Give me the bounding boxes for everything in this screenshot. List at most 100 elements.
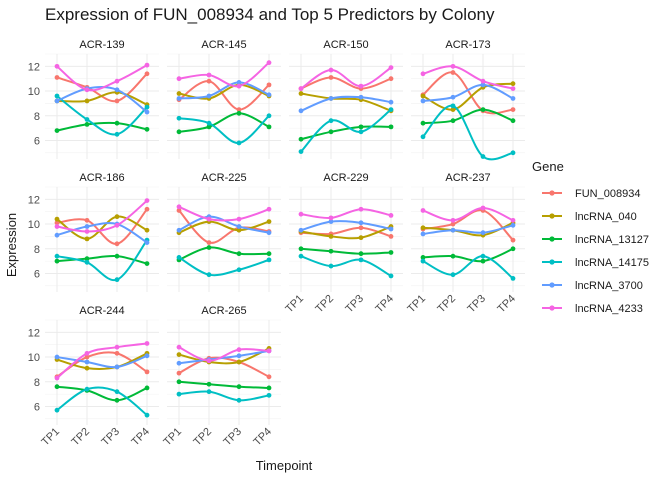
data-point	[328, 234, 334, 239]
data-point	[298, 211, 304, 217]
data-point	[176, 379, 182, 385]
data-point	[420, 134, 426, 140]
data-point	[176, 129, 182, 135]
legend-label: lncRNA_13127	[575, 234, 649, 246]
data-point	[480, 253, 486, 259]
data-point	[114, 344, 120, 350]
data-point	[114, 241, 120, 247]
data-point	[206, 245, 212, 250]
data-point	[54, 220, 60, 226]
data-point	[176, 391, 182, 397]
data-point	[176, 115, 182, 121]
data-point	[510, 86, 516, 91]
data-point	[236, 251, 242, 257]
data-point	[54, 63, 60, 69]
series-line	[178, 346, 270, 362]
data-point	[420, 98, 426, 104]
data-point	[206, 389, 212, 395]
series-line	[56, 386, 148, 416]
data-point	[298, 149, 304, 154]
data-point	[388, 76, 394, 82]
data-point	[206, 93, 212, 99]
data-point	[266, 230, 272, 236]
series-line	[56, 208, 148, 245]
facet-panel: ACR-139 6 8 10 12	[28, 39, 159, 159]
data-point	[420, 255, 426, 260]
x-tick-label: TP1	[39, 426, 62, 449]
data-point	[450, 103, 456, 109]
data-point	[358, 94, 364, 100]
data-point	[358, 225, 364, 231]
data-point	[54, 216, 60, 222]
series-line	[300, 225, 392, 240]
data-point	[328, 248, 334, 254]
data-point	[54, 128, 60, 133]
data-point	[84, 224, 90, 229]
data-point	[54, 354, 60, 360]
panel-strip-label: ACR-244	[79, 305, 124, 317]
data-point	[236, 216, 242, 222]
legend-key-point	[549, 213, 555, 219]
legend-label: lncRNA_3700	[575, 280, 643, 292]
x-axis-label: Timepoint	[256, 458, 313, 473]
panel-strip-label: ACR-139	[79, 39, 124, 51]
data-point	[266, 113, 272, 119]
series-line	[56, 91, 148, 106]
data-point	[510, 107, 516, 112]
data-point	[266, 206, 272, 212]
data-point	[266, 374, 272, 380]
data-point	[236, 110, 242, 116]
data-point	[266, 392, 272, 398]
legend-label: FUN_008934	[575, 188, 640, 200]
data-point	[84, 354, 90, 360]
data-point	[54, 384, 60, 390]
legend-key-point	[549, 259, 555, 265]
data-point	[298, 91, 304, 96]
data-point	[480, 258, 486, 264]
data-point	[388, 226, 394, 232]
data-point	[236, 359, 242, 365]
data-point	[328, 129, 334, 135]
data-point	[236, 384, 242, 390]
data-point	[298, 253, 304, 259]
data-point	[510, 118, 516, 124]
series-line	[300, 125, 392, 141]
data-point	[236, 80, 242, 85]
series-line	[178, 246, 270, 261]
data-point	[480, 107, 486, 112]
data-point	[236, 347, 242, 353]
data-point	[114, 277, 120, 283]
x-tick-label: TP4	[129, 426, 152, 449]
y-tick-label: 12	[28, 327, 40, 339]
data-point	[114, 120, 120, 126]
data-point	[236, 267, 242, 273]
data-point	[358, 129, 364, 135]
data-point	[144, 109, 150, 115]
data-point	[420, 93, 426, 99]
data-point	[236, 397, 242, 403]
series-line	[56, 222, 148, 244]
data-point	[206, 240, 212, 245]
legend-label: lncRNA_4233	[575, 303, 643, 315]
series-line	[178, 61, 270, 88]
data-point	[450, 253, 456, 259]
data-point	[358, 83, 364, 89]
data-point	[84, 256, 90, 262]
legend-label: lncRNA_040	[575, 211, 637, 223]
data-point	[176, 255, 182, 260]
data-point	[450, 227, 456, 233]
data-point	[206, 216, 212, 222]
data-point	[266, 257, 272, 263]
data-point	[54, 98, 60, 104]
x-tick-label: TP3	[343, 293, 366, 316]
series-line	[178, 115, 270, 144]
data-point	[114, 350, 120, 356]
series-line	[178, 81, 270, 100]
data-point	[388, 124, 394, 130]
series-line	[56, 352, 148, 370]
series-line	[56, 64, 148, 92]
data-point	[236, 83, 242, 89]
data-point	[298, 86, 304, 91]
data-point	[510, 246, 516, 252]
data-point	[144, 369, 150, 375]
